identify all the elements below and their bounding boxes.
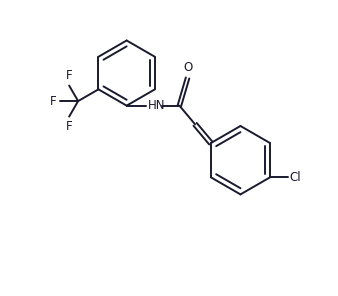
Text: F: F: [66, 69, 72, 82]
Text: HN: HN: [148, 99, 165, 112]
Text: F: F: [66, 120, 72, 133]
Text: O: O: [183, 61, 192, 74]
Text: Cl: Cl: [290, 171, 301, 184]
Text: F: F: [50, 95, 57, 107]
